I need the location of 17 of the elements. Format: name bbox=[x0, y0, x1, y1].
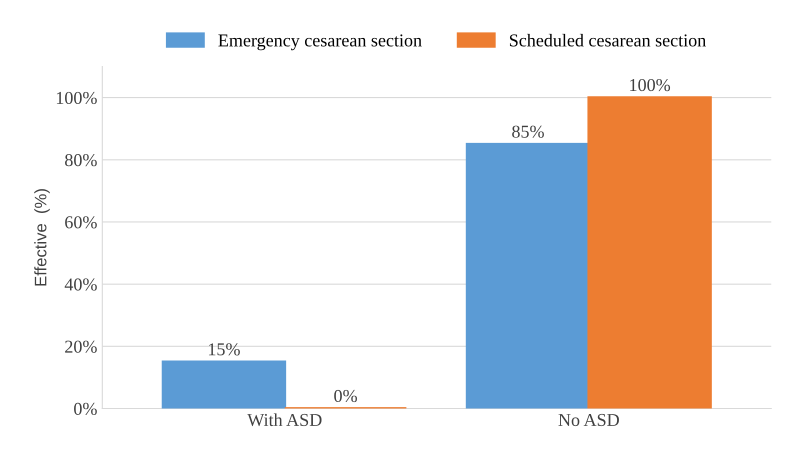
y-tick-label: 0% bbox=[74, 402, 97, 415]
data-label: 15% bbox=[208, 343, 240, 356]
y-tick-label: 20% bbox=[65, 340, 97, 353]
y-tick-label: 40% bbox=[64, 278, 97, 291]
x-tick-label: No ASD bbox=[558, 414, 619, 426]
bar bbox=[162, 360, 286, 408]
data-label: 85% bbox=[512, 126, 544, 138]
y-tick-label: 60% bbox=[65, 216, 97, 228]
y-tick-label: 100% bbox=[56, 92, 97, 104]
data-label: 100% bbox=[630, 78, 670, 92]
y-tick-label: 80% bbox=[65, 154, 97, 166]
legend-label: Scheduled cesarean section bbox=[510, 34, 706, 47]
x-tick-label: With ASD bbox=[247, 413, 322, 426]
y-axis-title: Effective (%) bbox=[34, 189, 50, 286]
data-label: 0% bbox=[334, 390, 357, 402]
legend-label: Emergency cesarean section bbox=[218, 34, 422, 50]
bar bbox=[587, 96, 712, 408]
